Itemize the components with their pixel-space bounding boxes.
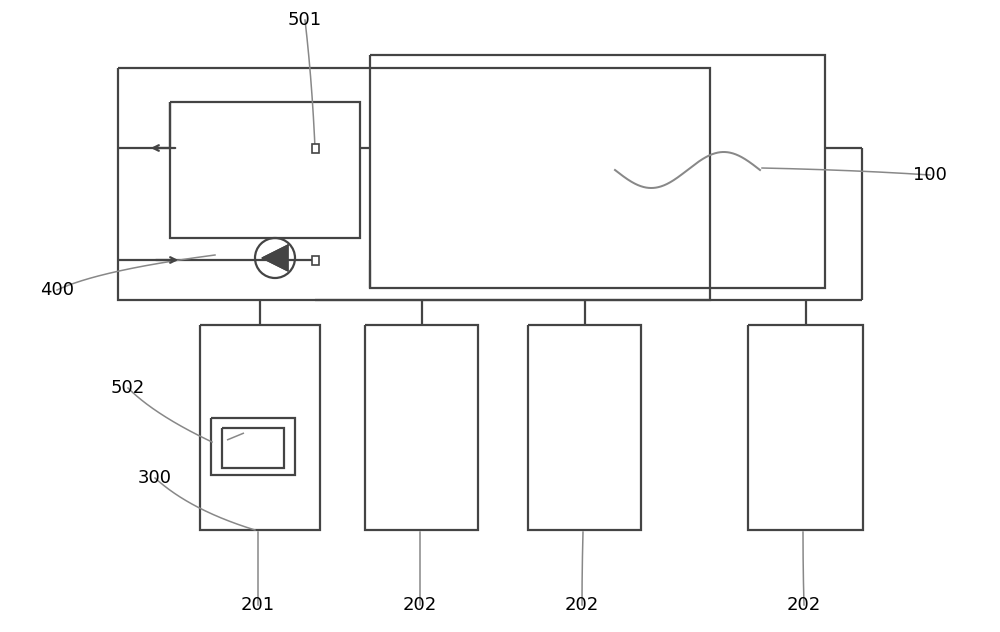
Bar <box>312 143 318 152</box>
Text: 100: 100 <box>913 166 947 184</box>
Text: 201: 201 <box>241 596 275 614</box>
Polygon shape <box>262 245 288 271</box>
Text: 400: 400 <box>40 281 74 299</box>
Text: 202: 202 <box>403 596 437 614</box>
Text: 202: 202 <box>565 596 599 614</box>
Bar <box>312 255 318 265</box>
Text: 502: 502 <box>111 379 145 397</box>
Text: 202: 202 <box>787 596 821 614</box>
Text: 300: 300 <box>138 469 172 487</box>
Text: 501: 501 <box>288 11 322 29</box>
